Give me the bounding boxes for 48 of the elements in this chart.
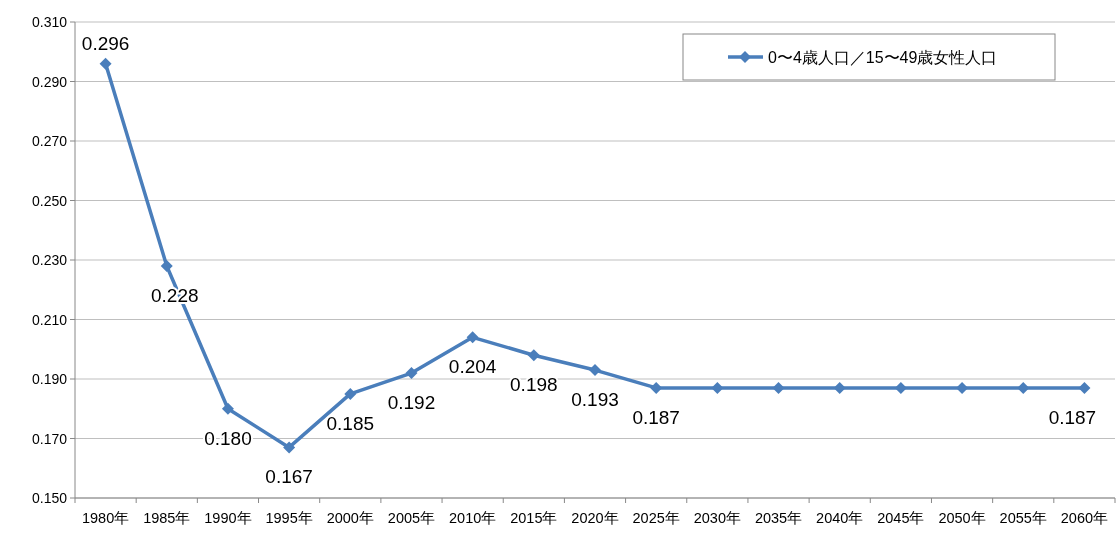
y-tick-label: 0.310 [31,14,68,30]
legend-label: 0〜4歳人口／15〜49歳女性人口 [768,49,998,66]
y-tick-label: 0.150 [31,490,68,506]
data-label: 0.296 [81,32,130,54]
point [221,402,234,415]
point [589,364,601,377]
point [772,381,785,394]
x-tick-label: 2020年 [571,510,619,526]
data-label: 0.167 [265,466,313,488]
point [527,349,540,362]
y-tick-label: 0.250 [31,192,68,209]
data-label: 0.204 [448,356,497,378]
point [99,57,112,70]
point [160,259,173,272]
point [1078,381,1091,394]
data-label: 0.192 [387,392,436,414]
data-label: 0.187 [632,406,680,428]
x-tick-label: 1985年 [143,510,191,526]
data-label: 0.187 [1048,406,1097,428]
x-tick-label: 2010年 [449,510,497,526]
x-tick-label: 1995年 [265,510,313,526]
point [283,441,296,454]
x-tick-label: 2040年 [816,510,864,526]
x-tick-label: 2050年 [938,510,986,526]
x-tick-label: 2045年 [877,510,925,526]
x-tick-label: 2005年 [387,510,436,526]
data-label: 0.185 [326,412,375,434]
data-label: 0.193 [571,389,619,411]
data-label: 0.198 [510,374,558,396]
x-tick-label: 2060年 [1060,510,1109,526]
x-tick-label: 1990年 [204,510,252,526]
point [466,331,479,344]
data-label: 0.180 [204,427,252,449]
y-tick-label: 0.210 [31,311,68,328]
y-tick-label: 0.270 [31,133,68,149]
x-tick-label: 1980年 [81,510,130,526]
y-tick-label: 0.170 [31,430,68,447]
x-tick-label: 2000年 [326,510,374,526]
x-tick-label: 2035年 [754,510,803,526]
y-tick-label: 0.230 [31,252,68,268]
x-tick-label: 2055年 [999,510,1047,526]
y-tick-label: 0.190 [31,371,68,387]
x-tick-label: 2015年 [510,510,558,526]
point [405,367,418,380]
x-tick-label: 2025年 [632,510,680,526]
y-tick-label: 0.290 [31,73,68,90]
x-tick-label: 2030年 [693,510,741,526]
point [344,387,357,400]
